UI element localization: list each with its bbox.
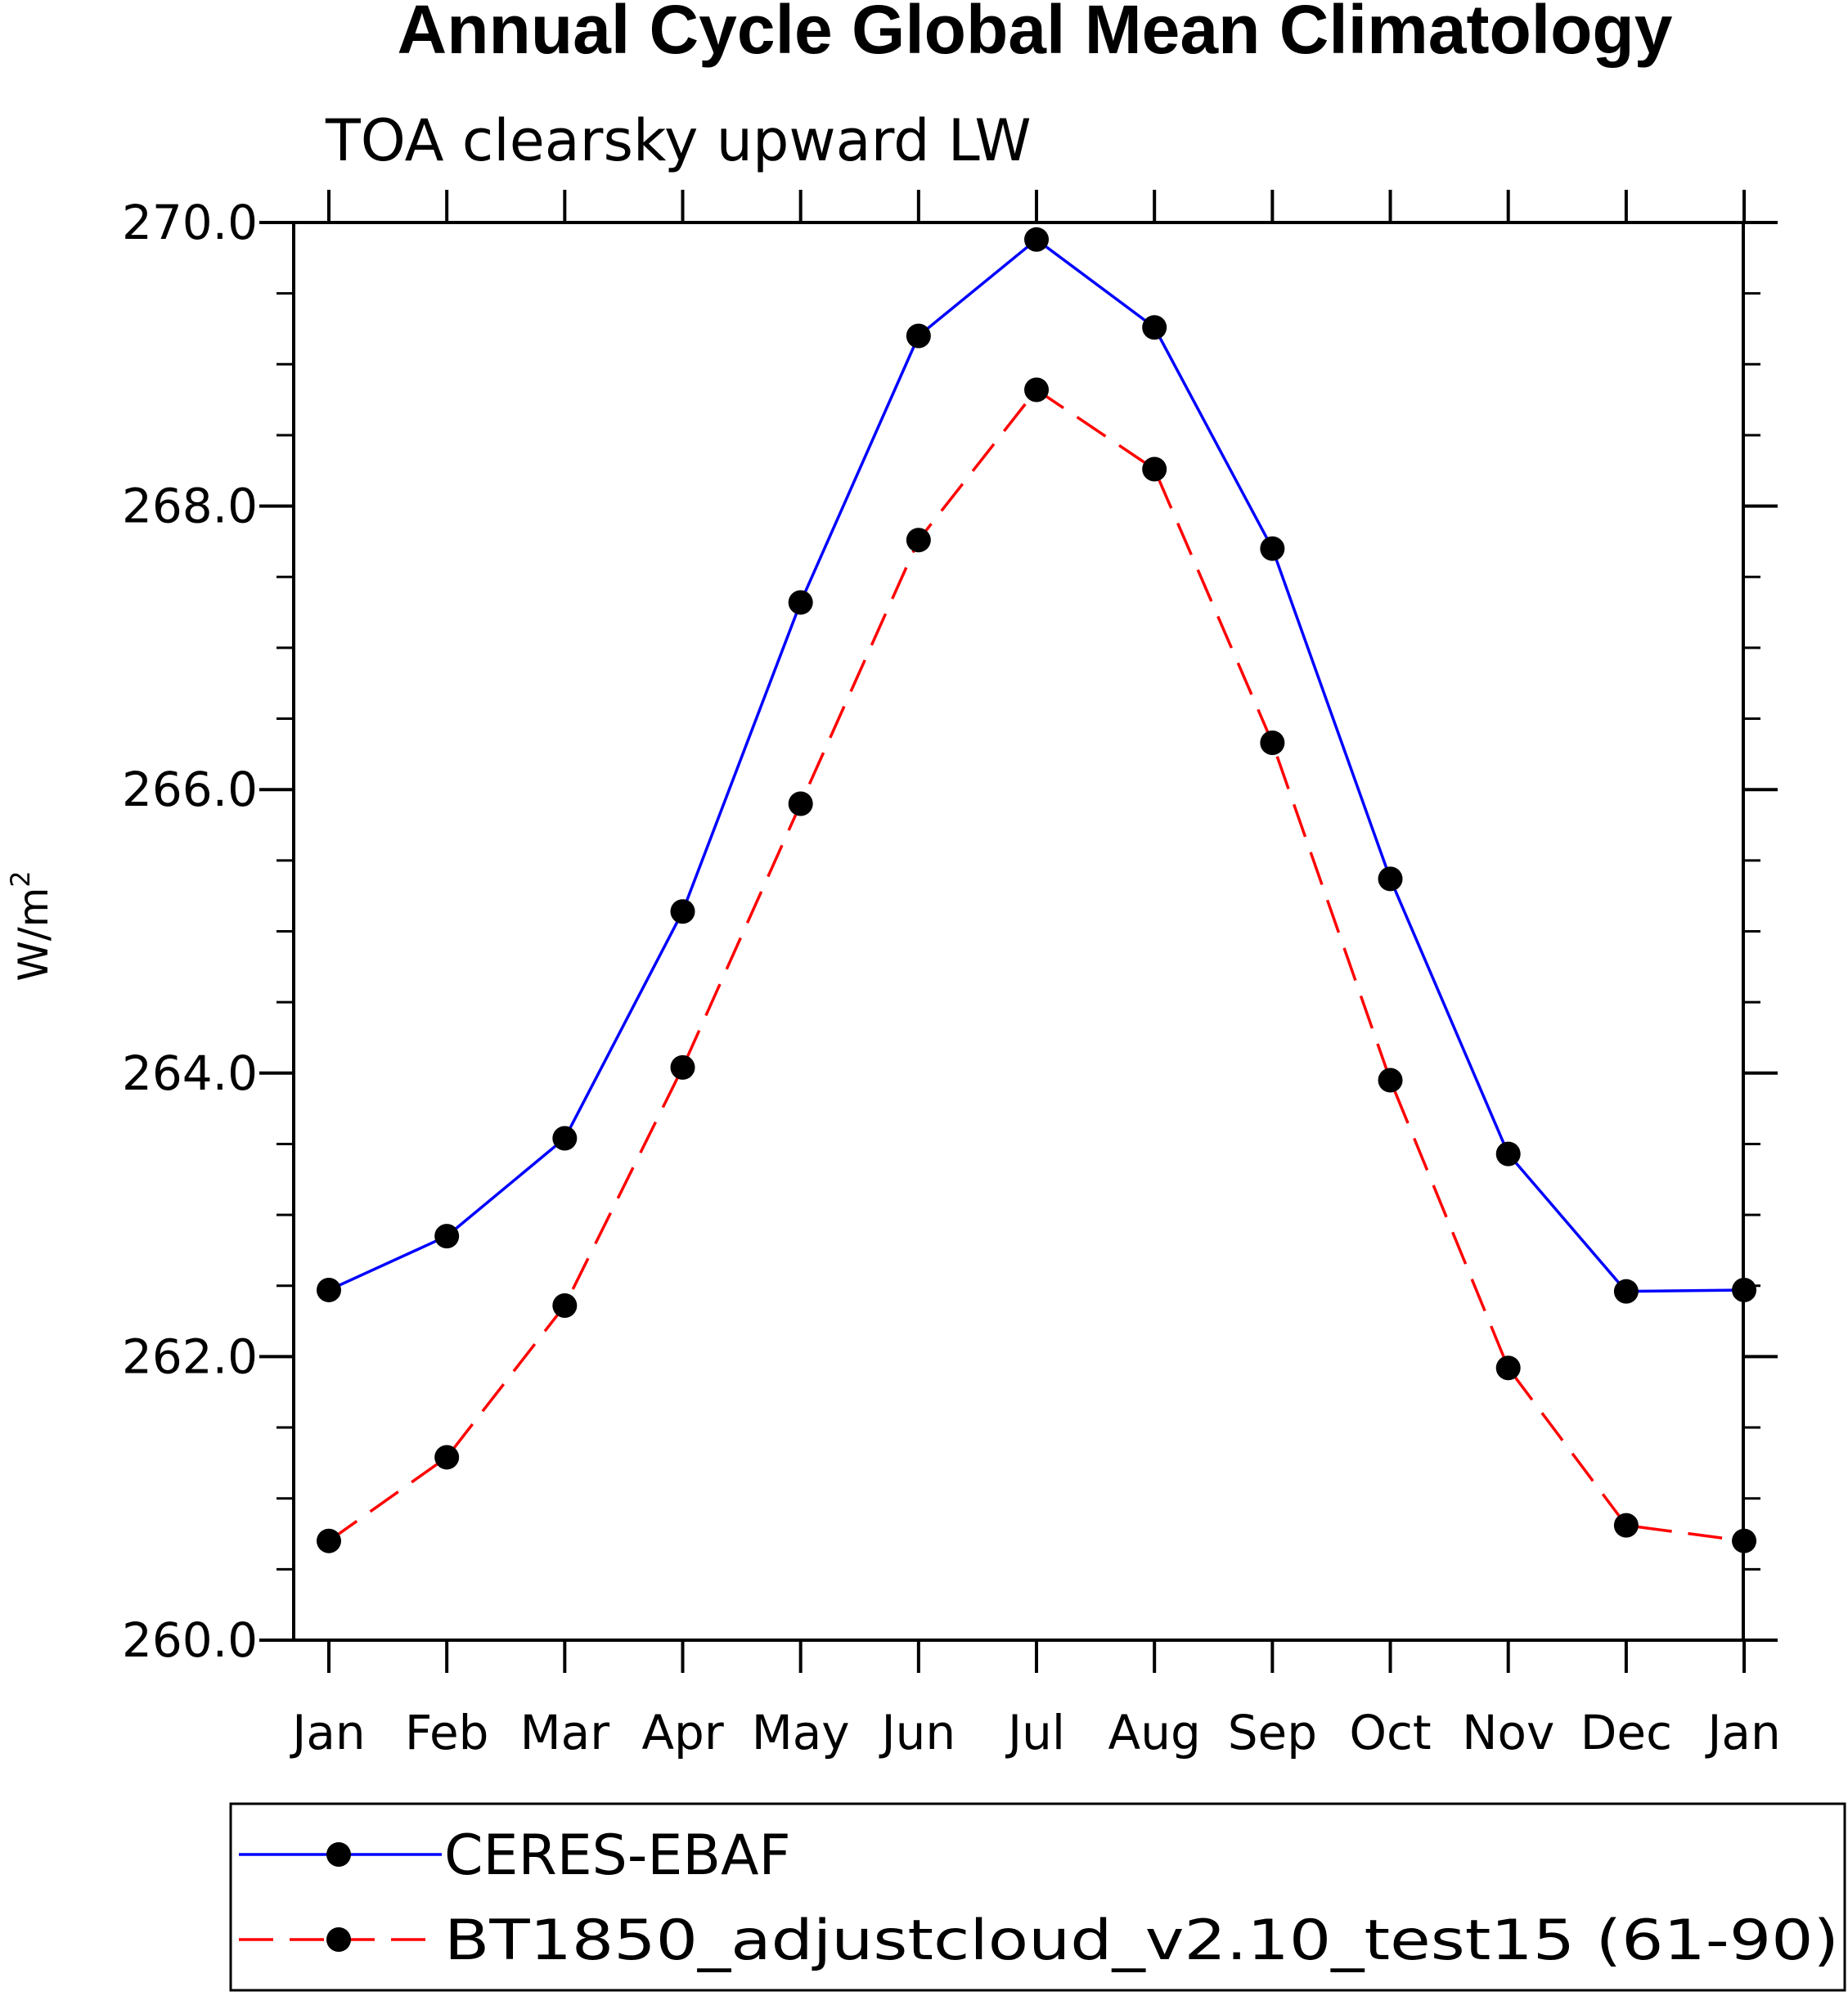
legend-marker-ceres-ebaf (326, 1842, 351, 1867)
series-1-point (1142, 456, 1167, 482)
series-0-point (1142, 315, 1167, 340)
x-tick-label: Apr (641, 1705, 723, 1760)
legend-label-ceres-ebaf: CERES-EBAF (444, 1823, 791, 1888)
series-1-point (1024, 377, 1050, 402)
x-tick-label: Feb (405, 1705, 489, 1760)
legend-box (229, 1802, 1846, 1992)
x-tick-label: Sep (1228, 1705, 1317, 1760)
y-axis-label-sup: 2 (5, 870, 36, 887)
series-1-point (552, 1293, 578, 1319)
series-0-point (434, 1224, 460, 1249)
x-tick-label: May (752, 1705, 850, 1760)
x-tick-label: Aug (1108, 1705, 1201, 1760)
x-tick-label: Dec (1580, 1705, 1672, 1760)
series-line-1 (327, 388, 1745, 1543)
axis-ticks (259, 190, 1778, 1673)
y-tick-label: 268.0 (122, 479, 258, 534)
x-tick-label: Oct (1349, 1705, 1431, 1760)
series-1-point (906, 528, 931, 553)
chart-title: Annual Cycle Global Mean Climatology (398, 0, 1673, 68)
plot-frame (292, 221, 1745, 1642)
y-tick-label: 270.0 (122, 195, 258, 250)
series-0-point (906, 323, 931, 348)
series-layer (317, 227, 1757, 1553)
x-tick-label: Jan (1705, 1705, 1780, 1760)
legend-marker-bt1850 (326, 1927, 351, 1952)
series-0-point (1260, 536, 1285, 561)
series-0-point (1378, 866, 1403, 892)
series-1-point (1378, 1068, 1403, 1093)
series-1-point (1495, 1355, 1521, 1381)
series-0-point (1613, 1279, 1639, 1304)
series-0-point (670, 899, 695, 924)
y-tick-label: 266.0 (122, 762, 258, 817)
y-tick-label: 264.0 (122, 1045, 258, 1101)
series-0-point (317, 1277, 341, 1302)
y-tick-label: 262.0 (122, 1328, 258, 1384)
x-tick-label: Jul (1005, 1705, 1065, 1760)
series-0-point (552, 1126, 578, 1151)
series-1-point (1732, 1528, 1757, 1553)
series-0-point (1732, 1277, 1757, 1302)
series-1-point (788, 791, 813, 816)
x-tick-labels: Jan Feb Mar Apr May Jun Jul Aug Sep Oct Nov Dec Jan (290, 1705, 1780, 1760)
x-tick-label: Jun (879, 1705, 956, 1760)
series-1-point (670, 1054, 695, 1080)
y-tick-label: 260.0 (122, 1612, 258, 1668)
y-tick-labels: 260.0 262.0 264.0 266.0 268.0 270.0 (122, 195, 258, 1668)
legend: CERES-EBAF BT1850_adjustcloud_v2.10_test… (229, 1802, 1846, 1992)
series-0-point (1024, 227, 1050, 252)
series-1-point (317, 1528, 341, 1553)
series-1-point (1613, 1513, 1639, 1538)
x-tick-label: Jan (290, 1705, 365, 1760)
x-tick-label: Mar (520, 1705, 610, 1760)
y-axis-label: W/m2 (5, 870, 57, 981)
series-0-point (788, 590, 813, 615)
series-1-point (434, 1445, 460, 1470)
series-0-point (1495, 1141, 1521, 1167)
y-axis-label-text: W/m (10, 888, 57, 982)
x-tick-label: Nov (1462, 1705, 1554, 1760)
legend-label-bt1850: BT1850_adjustcloud_v2.10_test15 (61-90) (444, 1908, 1839, 1973)
series-1-point (1260, 731, 1285, 756)
chart-subtitle: TOA clearsky upward LW (325, 107, 1032, 174)
